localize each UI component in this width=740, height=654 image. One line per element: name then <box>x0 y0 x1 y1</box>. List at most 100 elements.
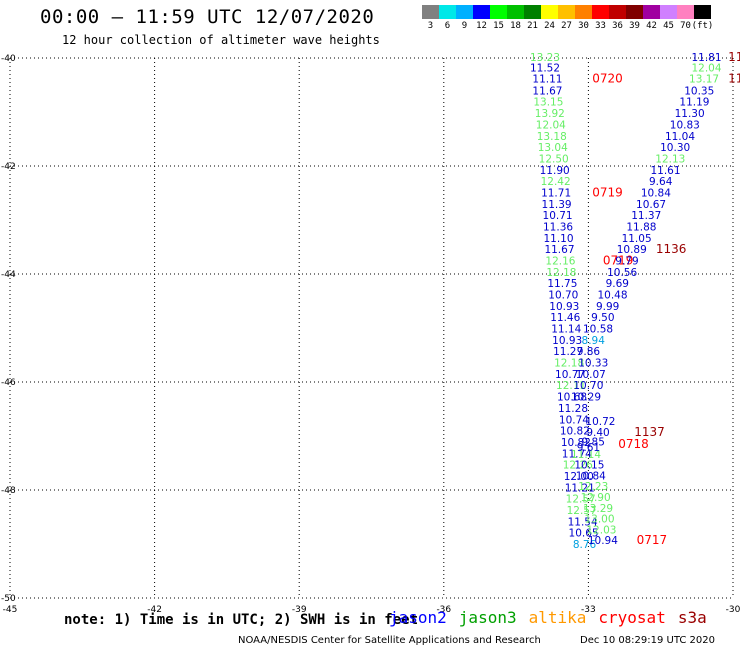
scale-cell: 27 <box>558 5 575 31</box>
swh-value: 12.26 <box>563 460 593 472</box>
scale-swatch <box>677 5 694 19</box>
scale-label: 30 <box>578 21 589 31</box>
time-label: 1136 <box>656 242 687 256</box>
swh-value: 10.89 <box>617 244 647 256</box>
swh-value: 10.83 <box>670 119 700 131</box>
chart-subtitle: 12 hour collection of altimeter wave hei… <box>62 33 380 47</box>
swh-value: 11.88 <box>626 221 656 233</box>
swh-value: 9.86 <box>577 346 601 358</box>
scale-swatch <box>643 5 660 19</box>
x-tick-label: -33 <box>581 605 596 615</box>
swh-value: 10.84 <box>641 187 671 199</box>
scale-label: 15 <box>493 21 504 31</box>
scale-cell: 9 <box>456 5 473 31</box>
scale-label: 45 <box>663 21 674 31</box>
swh-value: 9.85 <box>582 436 605 448</box>
note-text: note: 1) Time is in UTC; 2) SWH is in fe… <box>64 612 419 628</box>
x-tick-label: -30 <box>726 605 740 615</box>
swh-value: 11.27 <box>553 346 583 358</box>
swh-value: 12.57 <box>566 494 596 506</box>
swh-value: 10.35 <box>684 85 714 97</box>
scale-swatch <box>609 5 626 19</box>
time-label: 0720 <box>592 72 623 86</box>
time-label: 113 <box>728 72 740 86</box>
color-scale-legend: 3 6 9 12 15 18 21 24 27 30 33 36 39 42 45 70 (ft) <box>422 5 713 31</box>
scale-label: 24 <box>544 21 555 31</box>
swh-value: 10.72 <box>585 416 615 428</box>
swh-value: 10.93 <box>549 301 579 313</box>
scale-label: 18 <box>510 21 521 31</box>
swh-value: 10.82 <box>560 426 590 438</box>
swh-value: 9.50 <box>591 312 614 324</box>
footer-timestamp: Dec 10 08:29:19 UTC 2020 <box>580 635 715 646</box>
swh-value: 10.33 <box>578 358 608 370</box>
swh-value: 10.94 <box>588 535 618 547</box>
y-tick-label: -44 <box>1 270 16 280</box>
scale-label: 9 <box>461 21 468 31</box>
swh-value: 10.77 <box>555 369 585 381</box>
swh-value: 12.13 <box>655 153 685 165</box>
swh-value: 10.15 <box>574 460 604 472</box>
swh-value: 11.54 <box>568 516 598 528</box>
swh-value: 10.07 <box>576 369 606 381</box>
legend-item-cryosat: cryosat <box>598 608 666 627</box>
scale-swatch <box>422 5 439 19</box>
scale-cell: 36 <box>609 5 626 31</box>
scale-cell: 12 <box>473 5 490 31</box>
swh-value: 10.65 <box>569 528 599 540</box>
scale-label: 70 <box>680 21 691 31</box>
footer-credit: NOAA/NESDIS Center for Satellite Applica… <box>238 635 541 646</box>
swh-value: 10.30 <box>660 142 690 154</box>
swh-value: 12.18 <box>554 358 584 370</box>
swh-value: 11.14 <box>571 449 601 461</box>
x-tick-label: -42 <box>147 605 162 615</box>
scale-cell: 33 <box>592 5 609 31</box>
scale-swatch <box>490 5 507 19</box>
swh-value: 11.10 <box>543 233 573 245</box>
scale-cell: 39 <box>626 5 643 31</box>
scale-cell: (ft) <box>692 5 713 31</box>
swh-value: 11.36 <box>543 221 573 233</box>
scale-cell: 42 <box>643 5 660 31</box>
swh-value: 11.30 <box>675 108 705 120</box>
y-tick-label: -40 <box>1 54 16 64</box>
scale-swatch <box>473 5 490 19</box>
swh-value: 11.90 <box>540 165 570 177</box>
scale-cell: 30 <box>575 5 592 31</box>
scale-cell: 3 <box>422 5 439 31</box>
swh-value: 12.18 <box>546 267 576 279</box>
time-label: 11 <box>728 50 740 64</box>
swh-value: 10.84 <box>576 470 606 482</box>
swh-value: 9.40 <box>586 427 609 439</box>
swh-value: 12.23 <box>578 481 608 493</box>
swh-value: 9.69 <box>606 278 629 290</box>
scale-label: 27 <box>561 21 572 31</box>
scale-label: 6 <box>444 21 451 31</box>
legend-item-jason2: jason2 <box>389 608 447 627</box>
scale-cell: 6 <box>439 5 456 31</box>
swh-value: 10.70 <box>548 290 578 302</box>
swh-value: 11.46 <box>550 312 580 324</box>
y-tick-label: -42 <box>1 162 16 172</box>
swh-value: 9.61 <box>577 442 600 454</box>
scale-swatch <box>592 5 609 19</box>
swh-value: 11.52 <box>530 63 560 75</box>
scale-label: 33 <box>595 21 606 31</box>
satellite-legend: jason2 jason3 altika cryosat s3a <box>389 608 707 627</box>
x-tick-label: -45 <box>3 605 18 615</box>
swh-value: 11.37 <box>631 210 661 222</box>
swh-value: 11.74 <box>562 448 592 460</box>
swh-value: 13.04 <box>538 142 568 154</box>
y-tick-label: -50 <box>1 594 16 604</box>
time-label: 0719 <box>603 254 634 268</box>
swh-value: 12.11 <box>556 380 586 392</box>
swh-value: 13.92 <box>535 108 565 120</box>
time-label: 0717 <box>637 533 668 547</box>
swh-value: 10.56 <box>607 267 637 279</box>
swh-value: 11.67 <box>544 244 574 256</box>
swh-value: 13.17 <box>689 74 719 86</box>
swh-value: 12.04 <box>691 63 721 75</box>
swh-value: 12.03 <box>586 524 616 536</box>
swh-value: 12.42 <box>541 176 571 188</box>
